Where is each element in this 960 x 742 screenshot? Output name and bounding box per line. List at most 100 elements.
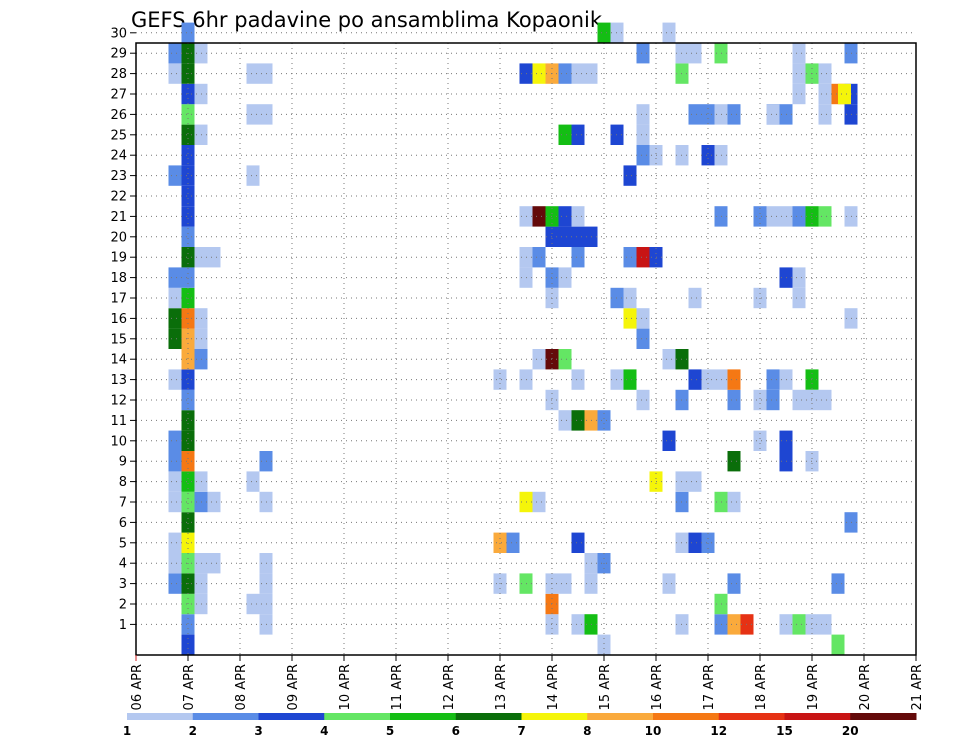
y-tick-label: 21 [110, 210, 127, 225]
y-tick-label: 20 [110, 230, 127, 245]
colorbar-swatch [192, 713, 259, 720]
heatmap-cell [558, 410, 572, 431]
y-tick-label: 14 [110, 353, 127, 368]
heatmap-cell [181, 247, 195, 268]
x-tick-label: 14 APR [546, 664, 561, 710]
heatmap-cell [818, 83, 832, 105]
heatmap-cell [532, 206, 546, 227]
heatmap-cell [168, 328, 182, 349]
plot-frame [135, 42, 917, 656]
heatmap-cell [181, 206, 195, 227]
heatmap-cell [727, 573, 741, 594]
colorbar-swatch [127, 713, 194, 720]
heatmap-cell [181, 451, 195, 472]
heatmap-cell [168, 287, 182, 309]
x-tick-label: 12 APR [442, 664, 457, 710]
heatmap-cell [597, 634, 611, 655]
heatmap-cell [168, 532, 182, 553]
heatmap-cells [168, 22, 858, 655]
heatmap-cell [168, 308, 182, 329]
heatmap-cell [168, 430, 182, 451]
colorbar-label: 8 [583, 724, 591, 738]
y-tick-label: 4 [119, 557, 127, 572]
heatmap-cell [766, 389, 780, 411]
heatmap-cell [688, 471, 702, 492]
heatmap-cell [168, 165, 182, 186]
heatmap-cell [168, 267, 182, 288]
heatmap-cell [506, 532, 520, 553]
heatmap-cell [831, 634, 845, 655]
colorbar-label: 1 [123, 724, 131, 738]
y-tick-label: 5 [119, 536, 127, 551]
heatmap-cell [532, 491, 546, 513]
x-tick-label: 08 APR [234, 664, 249, 710]
heatmap-cell [688, 532, 702, 553]
x-tick-label: 11 APR [390, 664, 405, 710]
heatmap-cell [766, 369, 780, 390]
heatmap-cell [181, 124, 195, 145]
colorbar-swatch [455, 713, 522, 720]
colorbar-label: 15 [776, 724, 793, 738]
colorbar-swatch [850, 713, 917, 720]
heatmap-cell [636, 43, 650, 64]
heatmap-cell [168, 63, 182, 84]
heatmap-cell [818, 389, 832, 411]
colorbar-swatch [784, 713, 851, 720]
heatmap-cell [181, 369, 195, 390]
colorbar-swatch [653, 713, 720, 720]
colorbar-swatch [587, 713, 654, 720]
heatmap-cell [636, 124, 650, 145]
y-tick-label: 16 [110, 312, 127, 327]
heatmap-cell [181, 491, 195, 513]
heatmap-cell [792, 83, 806, 105]
heatmap-cell [246, 593, 260, 615]
heatmap-cell [181, 512, 195, 533]
colorbar-label: 6 [452, 724, 460, 738]
heatmap-cell [701, 532, 715, 553]
heatmap-cell [168, 573, 182, 594]
heatmap-cell [181, 22, 195, 43]
heatmap-cell [727, 614, 741, 635]
heatmap-cell [688, 369, 702, 390]
y-tick-label: 24 [110, 149, 127, 164]
colorbar: 1 2 3 4 5 6 7 8 10 12 15 20 [123, 713, 917, 738]
colorbar-label: 20 [842, 724, 859, 738]
y-tick-label: 2 [119, 598, 127, 613]
heatmap-cell [818, 206, 832, 227]
heatmap-cell [181, 410, 195, 431]
heatmap-cell [688, 287, 702, 309]
heatmap-cell [792, 389, 806, 411]
y-tick-label: 7 [119, 496, 127, 511]
heatmap-cell [688, 104, 702, 125]
heatmap-cell [701, 369, 715, 390]
heatmap-cell [623, 287, 637, 309]
y-tick-label: 19 [110, 251, 127, 266]
heatmap-cell [766, 104, 780, 125]
heatmap-cell [168, 43, 182, 64]
heatmap-cell [792, 287, 806, 309]
heatmap-cell [168, 471, 182, 492]
x-tick-label: 07 APR [182, 664, 197, 710]
heatmap-cell [181, 389, 195, 411]
x-tick-label: 09 APR [286, 664, 301, 710]
x-tick-label: 19 APR [806, 664, 821, 710]
heatmap-cell [207, 491, 221, 513]
colorbar-label: 12 [710, 724, 727, 738]
heatmap-cell [246, 471, 260, 492]
y-tick-label: 12 [110, 394, 127, 409]
y-tick-label: 29 [110, 47, 127, 62]
heatmap-cell [571, 206, 585, 227]
heatmap-cell [838, 83, 851, 105]
heatmap-cell [636, 104, 650, 125]
heatmap-cell [792, 267, 806, 288]
heatmap-cell [181, 165, 195, 186]
heatmap-cell [571, 124, 585, 145]
heatmap-cell [207, 247, 221, 268]
y-tick-label: 9 [119, 455, 127, 470]
heatmap-cell [701, 104, 715, 125]
heatmap-cell [623, 308, 637, 329]
heatmap-cell [688, 43, 702, 64]
y-tick-label: 1 [119, 618, 127, 633]
y-tick-label: 18 [110, 271, 127, 286]
y-tick-label: 30 [110, 26, 127, 41]
